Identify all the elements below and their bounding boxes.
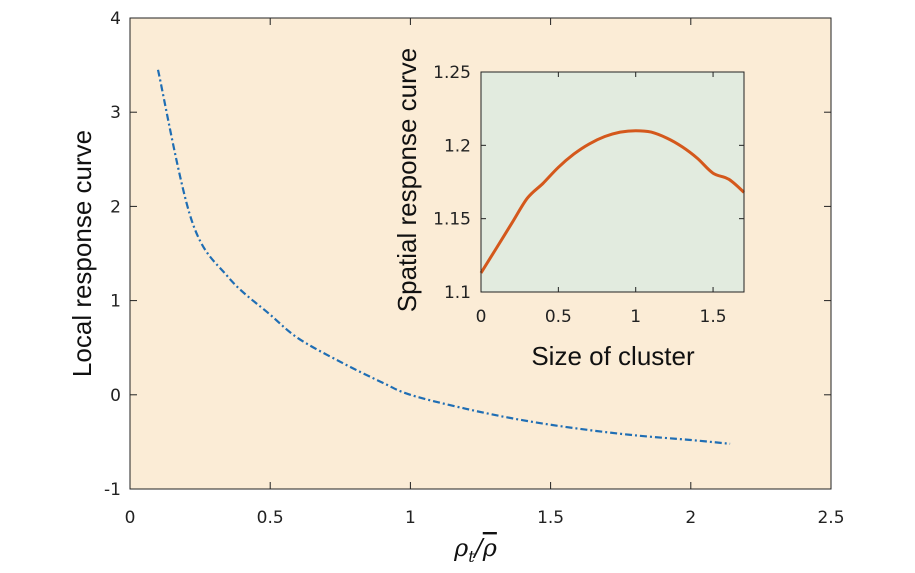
inset-plot-frame [480, 71, 745, 293]
y-tick-label: 1.25 [433, 63, 471, 83]
x-tick-label: 1.5 [537, 508, 564, 528]
inset-chart: 0 0.5 1 1.5 1.1 1.15 1.2 1.25 Spatial response … [392, 48, 745, 371]
main-x-axis-label: ρt/ρ [453, 534, 497, 566]
x-tick-label: 0 [125, 508, 136, 528]
inset-axis-ticks: 0 0.5 1 1.5 1.1 1.15 1.2 1.25 [433, 63, 744, 327]
main-plot-frame [129, 17, 832, 490]
x-tick-label: 2.5 [817, 508, 844, 528]
x-tick-label: 2 [685, 508, 696, 528]
main-y-axis-label: Local response curve [67, 130, 97, 377]
x-tick-label: 1 [405, 508, 416, 528]
y-tick-label: 1.1 [444, 283, 471, 303]
y-tick-label: 0 [110, 386, 121, 406]
inset-y-axis-label: Spatial response curve [392, 48, 422, 312]
x-tick-label: 0.5 [545, 307, 572, 327]
y-tick-label: 1 [110, 292, 121, 312]
x-tick-label: 0 [476, 307, 487, 327]
inset-x-axis-label: Size of cluster [531, 341, 695, 371]
spatial-response-line [479, 129, 745, 274]
y-tick-label: 3 [110, 103, 121, 123]
x-tick-label: 1.5 [700, 307, 727, 327]
x-tick-label: 1 [630, 307, 641, 327]
x-tick-label: 0.5 [257, 508, 284, 528]
y-tick-label: -1 [104, 480, 121, 500]
y-tick-label: 4 [110, 9, 121, 29]
inset-plot-background [481, 72, 744, 292]
y-tick-label: 1.15 [433, 210, 471, 230]
y-tick-label: 1.2 [444, 136, 471, 156]
y-tick-label: 2 [110, 197, 121, 217]
